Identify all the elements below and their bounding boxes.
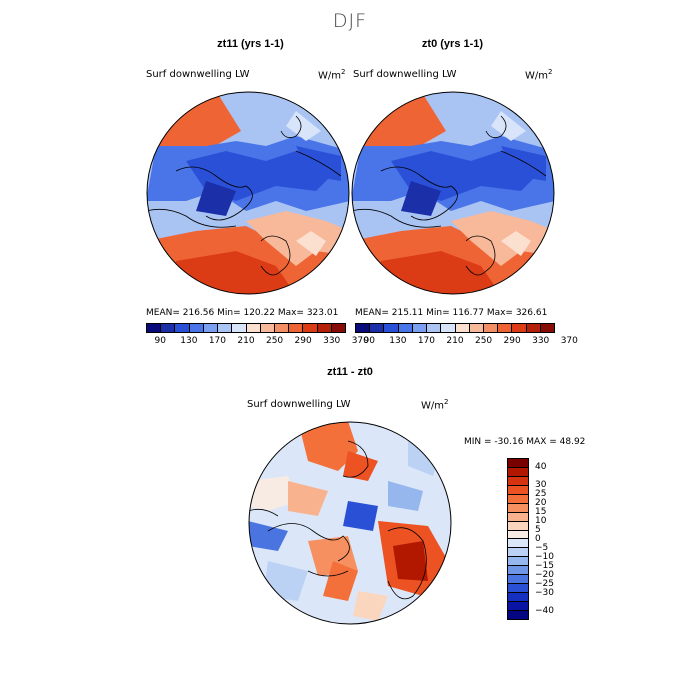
colorbar-swatch (412, 324, 428, 332)
colorbar-tick-label: 30 (535, 480, 547, 490)
colorbar-swatch (483, 324, 499, 332)
panel-title-zt0: zt0 (yrs 1-1) (421, 38, 484, 50)
colorbar-swatch (384, 324, 399, 332)
colorbar-swatch (508, 610, 528, 619)
polar-map-zt11 (146, 91, 350, 295)
colorbar-tick-label: 170 (417, 336, 436, 346)
colorbar-swatch (508, 459, 528, 468)
polar-map-zt0 (351, 91, 555, 295)
colorbar-swatch (540, 324, 555, 332)
colorbar-tick-label: −30 (535, 588, 554, 598)
variable-label-zt11: Surf downwelling LW (146, 69, 250, 80)
diff-colorbar (507, 458, 529, 620)
colorbar-swatch (232, 324, 247, 332)
colorbar-swatch (260, 324, 275, 332)
colorbar-tick-label: −40 (535, 606, 554, 616)
colorbar-tick-label: 370 (560, 336, 578, 346)
colorbar-tick-label: 130 (389, 336, 407, 346)
colorbar-tick-label: −20 (535, 570, 554, 580)
colorbar-swatch (175, 324, 190, 332)
colorbar-swatch (331, 324, 346, 332)
diff-title: zt11 - zt0 (327, 366, 373, 378)
variable-label-zt0: Surf downwelling LW (353, 69, 457, 80)
colorbar-swatch (455, 324, 470, 332)
colorbar-swatch (508, 494, 528, 504)
diff-variable-label: Surf downwelling LW (247, 399, 351, 410)
colorbar-tick-label: 170 (208, 336, 227, 346)
colorbar-tick-label: 15 (535, 507, 547, 517)
colorbar-swatch (508, 575, 528, 585)
diff-units-label: W/m2 (421, 398, 449, 412)
colorbar-tick-label: 5 (535, 525, 541, 535)
colorbar-tick-label: 25 (535, 489, 547, 499)
colorbar-swatch (508, 593, 528, 602)
units-label-zt0: W/m2 (525, 68, 553, 82)
colorbar-swatch (508, 548, 528, 558)
colorbar-tick-label: 0 (535, 534, 541, 544)
colorbar-swatch (508, 530, 528, 540)
colorbar-swatch (508, 539, 528, 549)
colorbar-tick-label: 290 (294, 336, 312, 346)
colorbar-swatch (441, 324, 456, 332)
colorbar-zt0 (355, 323, 555, 333)
colorbar-ticks-zt0: 90 130 170 210 250 290 330 370 (355, 336, 578, 348)
colorbar-swatch (508, 584, 528, 594)
colorbar-tick-label: −10 (535, 552, 554, 562)
colorbar-swatch (189, 324, 204, 332)
colorbar-swatch (427, 324, 442, 332)
colorbar-tick-label: 90 (363, 336, 376, 346)
colorbar-swatch (161, 324, 176, 332)
colorbar-tick-label: 20 (535, 498, 547, 508)
colorbar-swatch (317, 324, 332, 332)
colorbar-swatch (508, 557, 528, 567)
colorbar-tick-label: −15 (535, 561, 554, 571)
colorbar-swatch (218, 324, 233, 332)
colorbar-zt11 (146, 323, 346, 333)
colorbar-tick-label: 370 (351, 336, 369, 346)
colorbar-tick-label: 330 (323, 336, 341, 346)
diff-stats: MIN = -30.16 MAX = 48.92 (464, 437, 586, 447)
colorbar-swatch (498, 324, 513, 332)
units-label-zt11: W/m2 (318, 68, 346, 82)
colorbar-tick-label: −5 (535, 543, 549, 553)
colorbar-swatch (508, 566, 528, 576)
colorbar-swatch (289, 324, 304, 332)
colorbar-swatch (508, 476, 528, 486)
colorbar-tick-label: 290 (503, 336, 521, 346)
colorbar-swatch (508, 485, 528, 495)
colorbar-swatch (203, 324, 219, 332)
colorbar-swatch (526, 324, 541, 332)
colorbar-tick-label: −25 (535, 579, 554, 589)
colorbar-swatch (512, 324, 527, 332)
colorbar-swatch (356, 324, 371, 332)
colorbar-swatch (246, 324, 261, 332)
panel-title-zt11: zt11 (yrs 1-1) (217, 38, 284, 50)
colorbar-tick-label: 250 (265, 336, 284, 346)
colorbar-tick-label: 40 (535, 462, 547, 472)
colorbar-tick-label: 210 (446, 336, 464, 346)
colorbar-tick-label: 130 (180, 336, 198, 346)
colorbar-tick-label: 90 (154, 336, 167, 346)
colorbar-swatch (508, 602, 528, 611)
colorbar-tick-label: 330 (532, 336, 550, 346)
colorbar-swatch (469, 324, 484, 332)
polar-map-difference (248, 421, 452, 625)
colorbar-swatch (274, 324, 290, 332)
colorbar-tick-label: 210 (237, 336, 255, 346)
colorbar-tick-label: 250 (474, 336, 493, 346)
colorbar-ticks-zt11: 90 130 170 210 250 290 330 370 (146, 336, 369, 348)
colorbar-swatch (147, 324, 162, 332)
colorbar-swatch (508, 467, 528, 477)
colorbar-swatch (370, 324, 385, 332)
stats-zt11: MEAN= 216.56 Min= 120.22 Max= 323.01 (146, 308, 339, 318)
colorbar-swatch (303, 324, 318, 332)
colorbar-tick-label: 10 (535, 516, 547, 526)
colorbar-swatch (508, 521, 528, 531)
colorbar-swatch (508, 503, 528, 513)
figure-title: DJF (332, 10, 368, 32)
colorbar-swatch (398, 324, 413, 332)
colorbar-swatch (508, 512, 528, 522)
diff-colorbar-ticks: 40 30 25 20 15 10 5 0 −5 −10 −15 −20 −25 −30 −40 (535, 458, 575, 620)
stats-zt0: MEAN= 215.11 Min= 116.77 Max= 326.61 (355, 308, 548, 318)
